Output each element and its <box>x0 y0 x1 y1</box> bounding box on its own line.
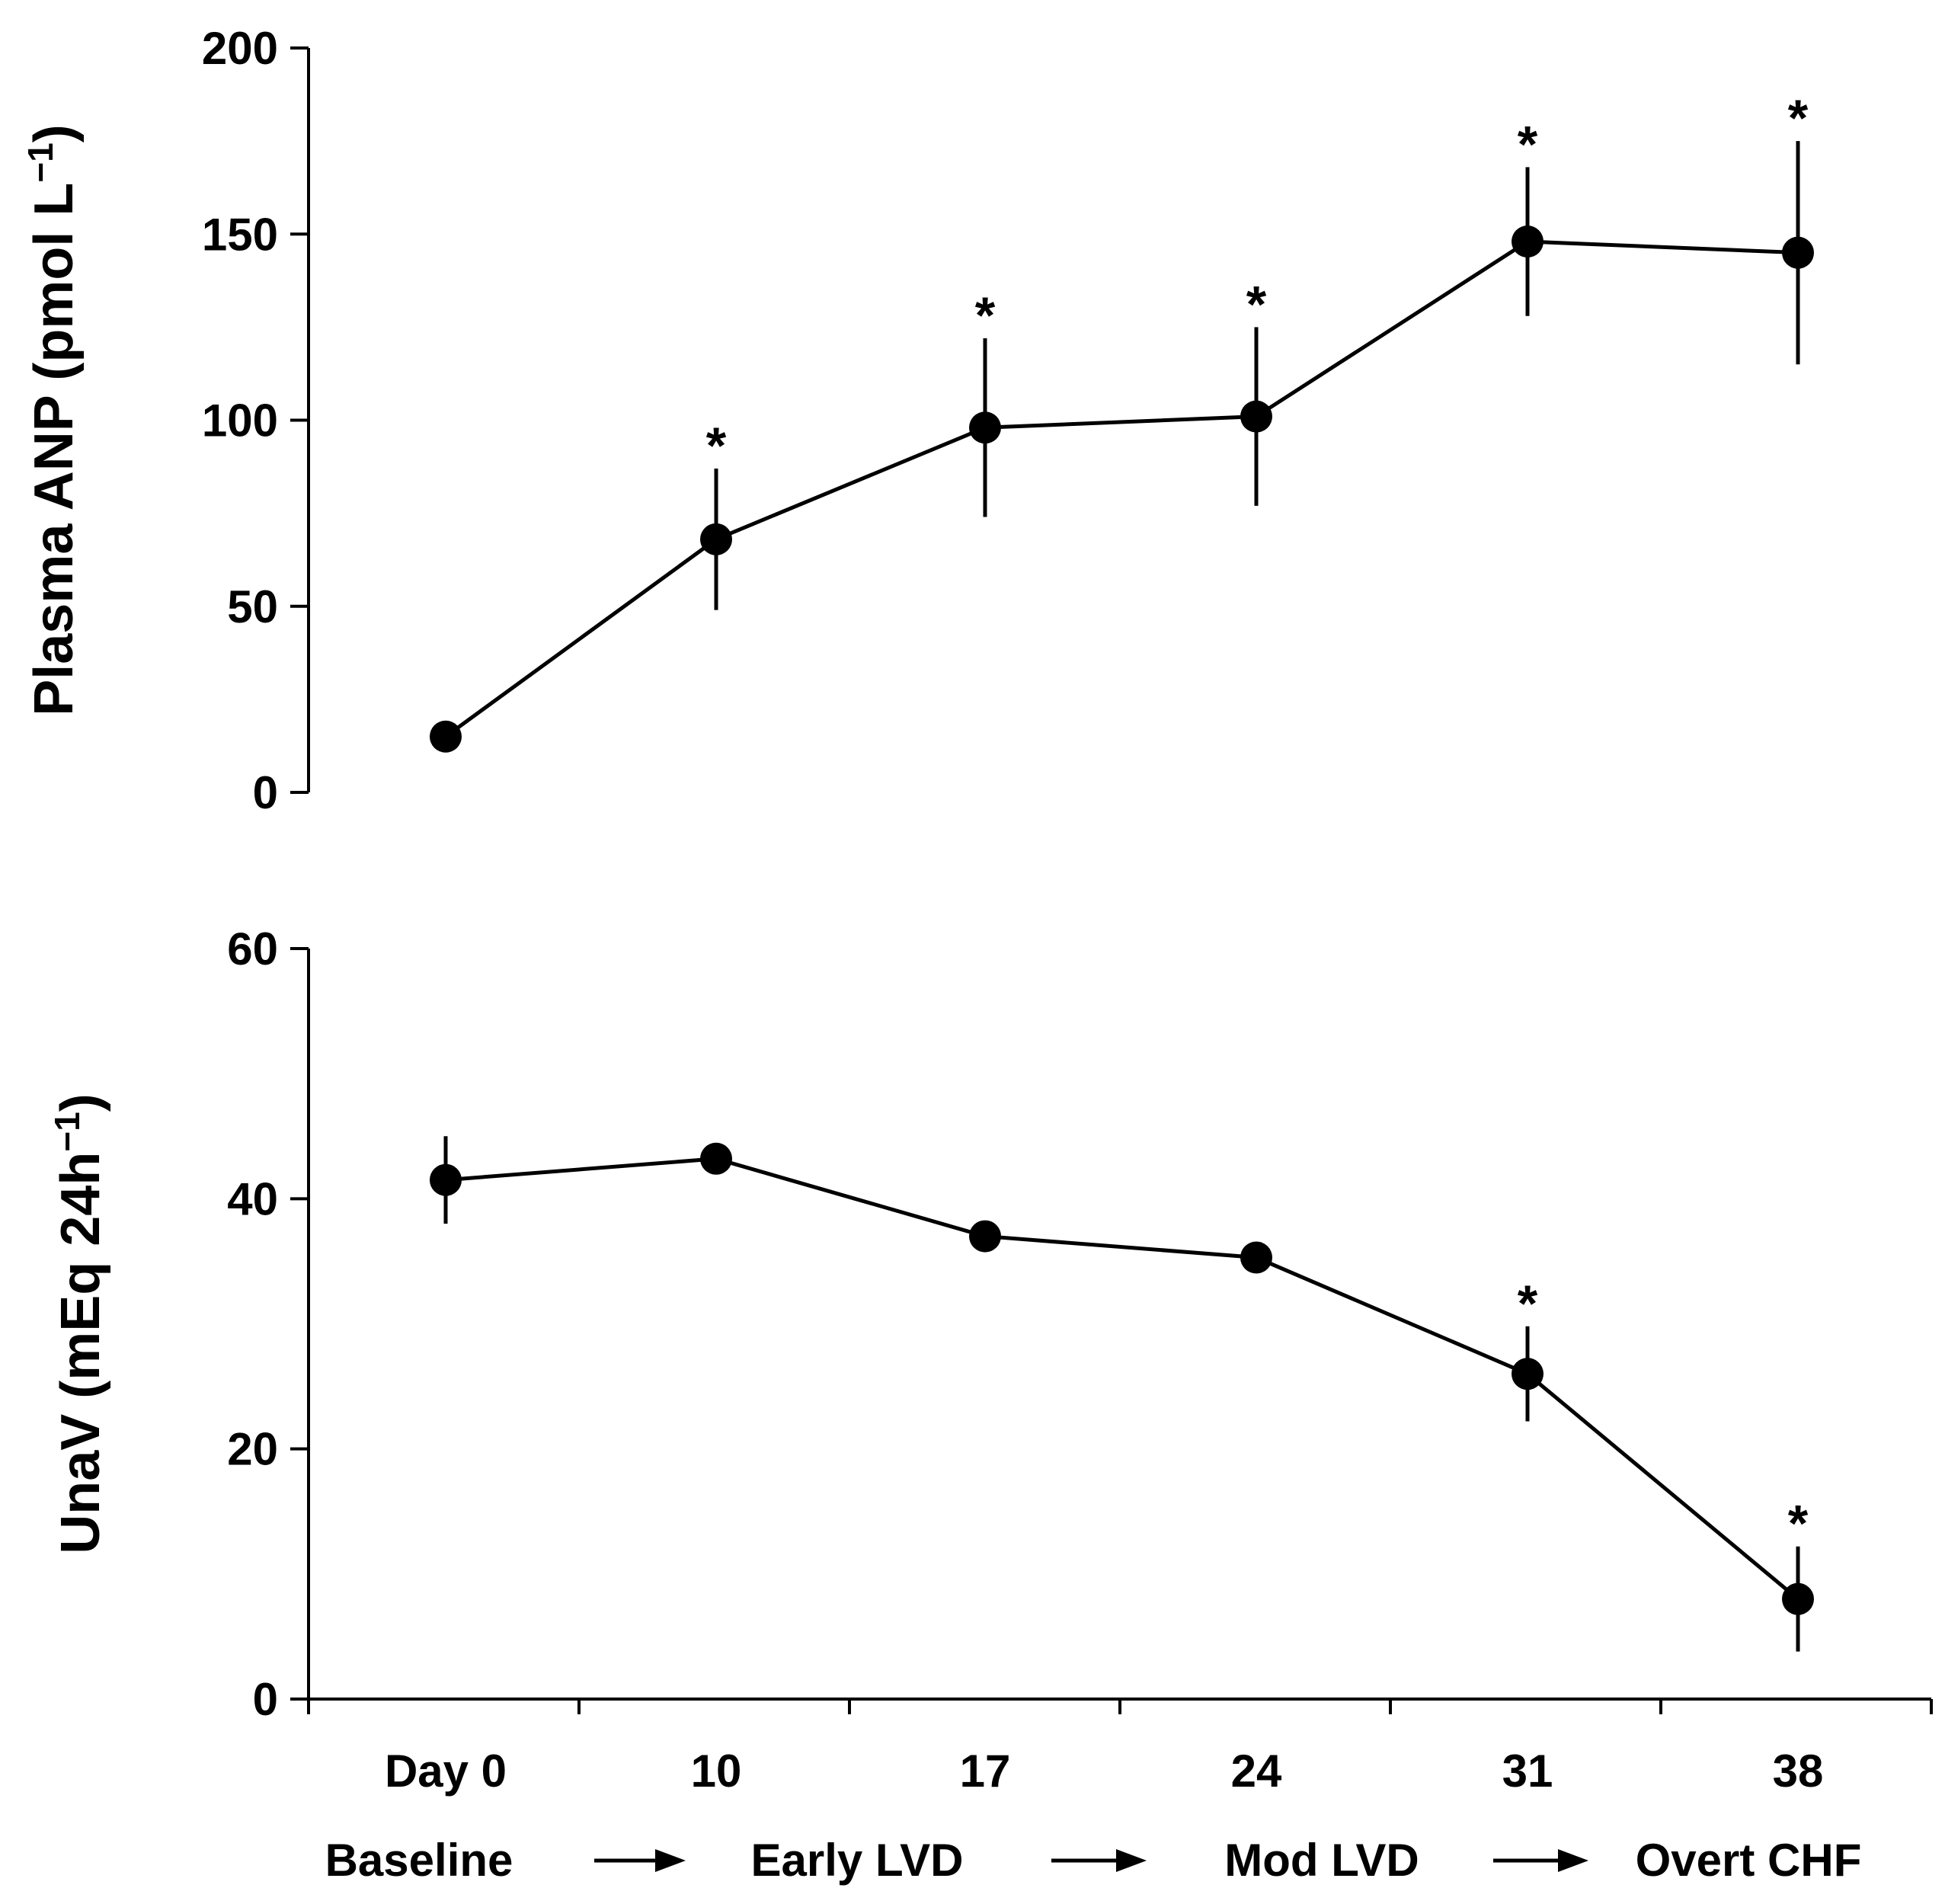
unav-data-point <box>969 1220 1001 1253</box>
anp-y-tick-label: 200 <box>202 23 278 74</box>
stage-label: Overt CHF <box>1636 1835 1862 1886</box>
unav-data-point <box>1782 1582 1814 1615</box>
stage-label: Early LVD <box>751 1835 964 1886</box>
unav-significance-marker: * <box>1518 1275 1538 1333</box>
arrow-head-icon <box>1558 1849 1588 1872</box>
anp-y-tick-label: 0 <box>253 767 278 818</box>
anp-data-point <box>1782 236 1814 269</box>
anp-panel: 0 50 100 150 200 Plasma ANP (pmol L−1) * * * * * <box>21 23 1814 818</box>
unav-y-tick-label: 40 <box>227 1173 278 1224</box>
anp-significance-marker: * <box>1246 275 1267 333</box>
x-tick-label: 38 <box>1773 1746 1824 1797</box>
stage-label: Mod LVD <box>1224 1835 1419 1886</box>
anp-significance-marker: * <box>1788 89 1809 147</box>
unav-panel: 0 20 40 60 UnaV (mEq 24h−1) * * <box>47 923 1814 1725</box>
x-tick-label: 17 <box>960 1746 1011 1797</box>
stage-progression: Baseline Early LVD Mod LVD Overt CHF <box>325 1835 1862 1886</box>
unav-y-tick-label: 60 <box>227 923 278 974</box>
anp-data-point <box>1240 400 1272 433</box>
x-tick-label: 10 <box>691 1746 742 1797</box>
anp-y-tick-label: 100 <box>202 395 278 446</box>
unav-significance-marker: * <box>1788 1495 1809 1553</box>
anp-data-point <box>700 523 732 555</box>
unav-data-point <box>430 1163 462 1196</box>
anp-significance-marker: * <box>975 286 996 344</box>
x-axis: Day 0 10 17 24 31 38 <box>307 1698 1933 1797</box>
arrow-head-icon <box>655 1849 686 1872</box>
unav-y-axis-title: UnaV (mEq 24h−1) <box>47 1093 111 1554</box>
unav-series-line <box>445 1157 1799 1601</box>
anp-data-point <box>969 411 1001 444</box>
anp-y-tick-label: 150 <box>202 209 278 260</box>
unav-data-point <box>1512 1358 1544 1390</box>
x-tick-label: Day 0 <box>385 1746 507 1797</box>
stage-label: Baseline <box>325 1835 513 1886</box>
anp-significance-marker: * <box>1518 115 1538 173</box>
x-tick-label: 31 <box>1502 1746 1553 1797</box>
arrow-head-icon <box>1116 1849 1147 1872</box>
anp-series-line <box>444 239 1799 738</box>
anp-y-axis-title: Plasma ANP (pmol L−1) <box>21 124 85 716</box>
x-tick-label: 24 <box>1231 1746 1282 1797</box>
unav-data-point <box>700 1142 732 1175</box>
unav-data-point <box>1240 1241 1272 1274</box>
anp-significance-marker: * <box>706 417 727 475</box>
unav-y-tick-label: 20 <box>227 1424 278 1475</box>
unav-y-tick-label: 0 <box>253 1674 278 1725</box>
anp-data-point <box>430 720 462 753</box>
anp-data-point <box>1512 226 1544 258</box>
anp-y-tick-label: 50 <box>227 581 278 632</box>
